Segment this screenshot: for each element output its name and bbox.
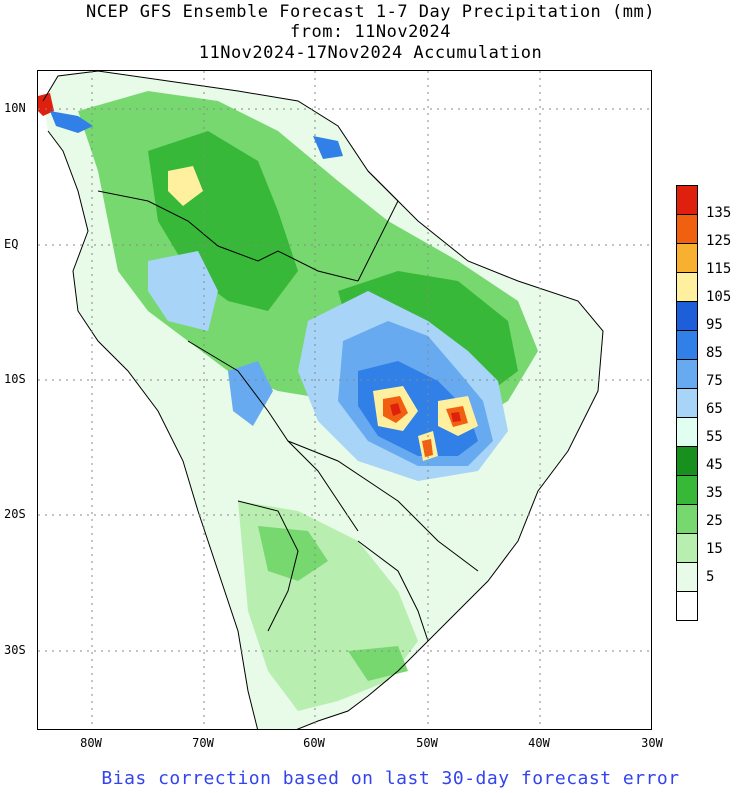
land-layer — [38, 71, 603, 729]
colorbar-label: 85 — [706, 345, 723, 361]
colorbar-swatch — [676, 272, 698, 301]
lon-label-70w: 70W — [192, 736, 214, 750]
colorbar-swatch — [676, 417, 698, 446]
colorbar-label: 55 — [706, 429, 723, 445]
colorbar-swatch — [676, 475, 698, 504]
colorbar-swatch — [676, 214, 698, 243]
colorbar-swatch — [676, 359, 698, 388]
red-core — [390, 403, 461, 422]
lat-label-10s: 10S — [4, 372, 26, 386]
colorbar-swatch — [676, 388, 698, 417]
colorbar-swatch — [676, 301, 698, 330]
yellow-core — [168, 166, 478, 461]
colorbar-swatch — [676, 446, 698, 475]
map-panel — [37, 70, 652, 730]
colorbar-label: 35 — [706, 485, 723, 501]
lat-label-30s: 30S — [4, 643, 26, 657]
colorbar-label: 105 — [706, 289, 732, 305]
colorbar-legend — [676, 185, 698, 621]
colorbar-label: 135 — [706, 205, 732, 221]
northwest-coast-red — [38, 93, 54, 116]
country-borders — [42, 71, 604, 729]
colorbar-label: 15 — [706, 541, 723, 557]
lon-label-80w: 80W — [80, 736, 102, 750]
lat-label-10n: 10N — [4, 101, 26, 115]
colorbar-label: 115 — [706, 261, 732, 277]
colorbar-swatch — [676, 243, 698, 272]
colorbar-label: 125 — [706, 233, 732, 249]
lon-label-50w: 50W — [416, 736, 438, 750]
bias-correction-note: Bias correction based on last 30-day for… — [101, 768, 680, 789]
colorbar-label: 65 — [706, 401, 723, 417]
colorbar-swatch — [676, 330, 698, 359]
lat-label-20s: 20S — [4, 507, 26, 521]
colorbar-label: 25 — [706, 513, 723, 529]
colorbar-swatch — [676, 533, 698, 562]
colorbar-label: 45 — [706, 457, 723, 473]
lat-label-eq: EQ — [4, 237, 19, 251]
gridlines — [38, 71, 651, 729]
lon-label-30w: 30W — [641, 736, 663, 750]
lon-label-40w: 40W — [528, 736, 550, 750]
precipitation-map — [38, 71, 651, 729]
colorbar-label: 95 — [706, 317, 723, 333]
colorbar-label: 5 — [706, 569, 715, 585]
title-line-2: from: 11Nov2024 — [289, 22, 452, 42]
colorbar-swatch — [676, 185, 698, 214]
colorbar-swatch — [676, 591, 698, 621]
title-line-3: 11Nov2024-17Nov2024 Accumulation — [198, 43, 543, 63]
colorbar-swatch — [676, 504, 698, 533]
colorbar-swatch — [676, 562, 698, 591]
darkblue-core — [358, 361, 478, 456]
colorbar-label: 75 — [706, 373, 723, 389]
lon-label-60w: 60W — [303, 736, 325, 750]
green-south-dark — [258, 526, 408, 681]
title-line-1: NCEP GFS Ensemble Forecast 1-7 Day Preci… — [86, 2, 655, 22]
orange-core — [383, 396, 468, 457]
